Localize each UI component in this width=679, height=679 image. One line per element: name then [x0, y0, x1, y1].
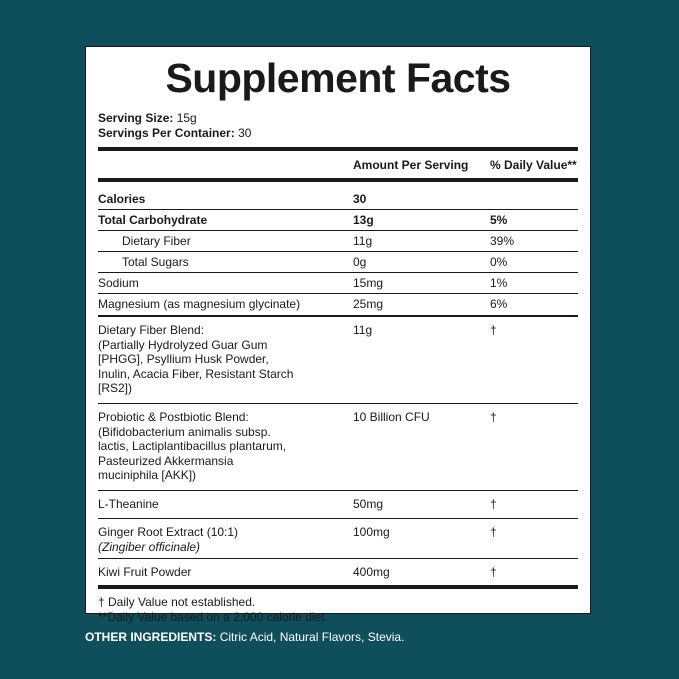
nutrient-row-total-carbohydrate: Total Carbohydrate 13g 5%	[98, 210, 578, 230]
serving-size-value: 15g	[176, 111, 197, 125]
nutrient-amount: 13g	[353, 213, 374, 227]
nutrient-name: Total Sugars	[122, 255, 189, 269]
column-header: Amount Per Serving % Daily Value**	[98, 154, 578, 176]
serving-size: Serving Size: 15g	[98, 111, 578, 126]
blend-amount: 100mg	[353, 525, 390, 539]
divider	[98, 403, 578, 404]
nutrient-name: Dietary Fiber	[122, 234, 191, 248]
nutrient-dv: 5%	[490, 213, 508, 227]
divider	[98, 209, 578, 210]
divider	[98, 518, 578, 519]
servings-per-container-value: 30	[238, 126, 252, 140]
servings-per-container-label: Servings Per Container:	[98, 126, 235, 140]
divider	[98, 251, 578, 252]
panel-title: Supplement Facts	[165, 55, 511, 101]
nutrient-amount: 15mg	[353, 276, 384, 290]
divider-thick	[98, 585, 578, 589]
blend-row-ginger: Ginger Root Extract (10:1) (Zingiber off…	[98, 519, 578, 558]
blend-name: Ginger Root Extract (10:1) (Zingiber off…	[98, 525, 239, 554]
nutrient-amount: 30	[353, 192, 367, 206]
serving-size-label: Serving Size:	[98, 111, 174, 125]
amount-header: Amount Per Serving	[353, 158, 469, 172]
footnotes: † Daily Value not established. **Daily V…	[98, 589, 578, 624]
footnote-dagger: † Daily Value not established.	[98, 595, 256, 609]
nutrient-amount: 25mg	[353, 297, 384, 311]
divider	[98, 272, 578, 273]
supplement-facts-panel: Supplement Facts Serving Size: 15g Servi…	[85, 46, 591, 624]
blend-dv: †	[490, 497, 497, 511]
nutrient-amount: 0g	[353, 255, 367, 269]
blend-amount: 400mg	[353, 565, 390, 579]
other-ingredients-value: Citric Acid, Natural Flavors, Stevia.	[219, 630, 405, 644]
divider-thick	[98, 178, 578, 182]
nutrient-row-total-sugars: Total Sugars 0g 0%	[98, 252, 578, 272]
blend-row-l-theanine: L-Theanine 50mg †	[98, 491, 578, 518]
blend-amount: 10 Billion CFU	[353, 410, 430, 424]
blend-name: L-Theanine	[98, 497, 159, 511]
nutrient-row-sodium: Sodium 15mg 1%	[98, 273, 578, 293]
dv-header: % Daily Value**	[490, 158, 577, 172]
nutrient-dv: 1%	[490, 276, 508, 290]
nutrient-name: Calories	[98, 192, 146, 206]
nutrient-dv: 6%	[490, 297, 508, 311]
nutrient-dv: 39%	[490, 234, 515, 248]
other-ingredients: OTHER INGREDIENTS: Citric Acid, Natural …	[85, 630, 404, 644]
serving-info: Serving Size: 15g Servings Per Container…	[98, 111, 578, 141]
divider	[98, 293, 578, 294]
footnote-daily-value: **Daily Value based on a 2,000 calorie d…	[98, 609, 328, 624]
nutrient-row-dietary-fiber: Dietary Fiber 11g 39%	[98, 231, 578, 251]
nutrient-dv: 0%	[490, 255, 508, 269]
blend-name: Kiwi Fruit Powder	[98, 565, 192, 579]
blend-row-dietary-fiber: Dietary Fiber Blend: (Partially Hydrolyz…	[98, 317, 578, 403]
nutrient-amount: 11g	[353, 234, 373, 248]
nutrient-row-calories: Calories 30	[98, 189, 578, 209]
nutrient-name: Magnesium (as magnesium glycinate)	[98, 297, 301, 311]
divider-thick	[98, 147, 578, 151]
blend-row-kiwi: Kiwi Fruit Powder 400mg †	[98, 559, 578, 585]
blend-amount: 50mg	[353, 497, 384, 511]
blend-dv: †	[490, 410, 497, 424]
divider-medium	[98, 315, 578, 317]
divider	[98, 490, 578, 491]
nutrient-name: Total Carbohydrate	[98, 213, 208, 227]
nutrient-row-magnesium: Magnesium (as magnesium glycinate) 25mg …	[98, 294, 578, 314]
nutrient-name: Sodium	[98, 276, 139, 290]
blend-dv: †	[490, 323, 497, 337]
blend-amount: 11g	[353, 323, 373, 337]
blend-name: Probiotic & Postbiotic Blend: (Bifidobac…	[98, 410, 287, 482]
blend-dv: †	[490, 525, 497, 539]
servings-per-container: Servings Per Container: 30	[98, 126, 578, 141]
divider	[98, 558, 578, 559]
other-ingredients-label: OTHER INGREDIENTS:	[85, 630, 217, 644]
blend-row-probiotic: Probiotic & Postbiotic Blend: (Bifidobac…	[98, 404, 578, 490]
blend-dv: †	[490, 565, 497, 579]
divider	[98, 230, 578, 231]
blend-name: Dietary Fiber Blend: (Partially Hydrolyz…	[98, 323, 294, 395]
